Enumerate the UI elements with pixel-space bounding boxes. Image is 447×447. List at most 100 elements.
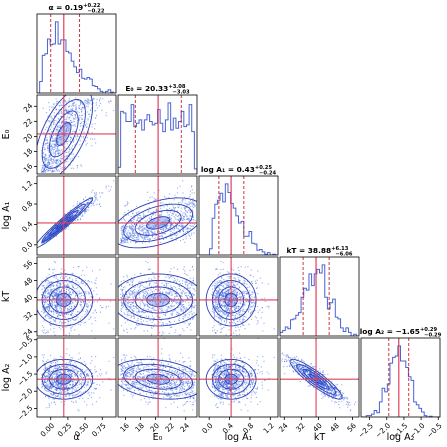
hist-title-kT: kT = 38.88+6.13 −6.06 <box>287 246 353 258</box>
y-tick-label: −1.5 <box>16 369 35 388</box>
hist-title-logA2: log A₂ = −1.65+0.29 −0.29 <box>360 327 442 339</box>
x-axis-label-alpha: α <box>73 432 79 443</box>
x-axis-label-logA2: log A₂ <box>387 432 415 443</box>
y-axis-label-logA2: log A₂ <box>1 363 12 391</box>
histogram-kT <box>280 264 359 336</box>
panel-frame <box>279 256 360 337</box>
panel-frame <box>198 337 279 418</box>
hist-panel-logA2 <box>360 337 441 418</box>
x-tick-label: 22 <box>163 421 176 434</box>
x-tick-label: 32 <box>294 421 307 434</box>
scatter-panel-E0-vs-logA1 <box>117 175 198 256</box>
density-contour <box>37 197 94 249</box>
y-tick-label: 56 <box>22 258 35 271</box>
hist-panel-E0 <box>117 94 198 175</box>
y-tick-label: 18 <box>22 146 35 159</box>
density-contour <box>48 110 79 158</box>
scatter-panel-alpha-vs-kT <box>36 256 117 337</box>
scatter-panel-E0-vs-kT <box>117 256 198 337</box>
density-contour <box>118 358 197 400</box>
panel-frame <box>36 13 117 94</box>
density-contour <box>41 99 86 169</box>
y-tick-label: 40 <box>22 292 35 305</box>
hist-panel-kT <box>279 256 360 337</box>
histogram-logA2 <box>361 345 440 417</box>
y-tick-label: 32 <box>22 310 35 323</box>
x-axis-label-kT: kT <box>314 432 326 443</box>
density-contour <box>302 368 330 390</box>
scatter-panel-alpha-vs-E0 <box>36 94 117 175</box>
scatter-panel-E0-vs-logA2 <box>117 337 198 418</box>
scatter-panel-alpha-vs-logA2 <box>36 337 117 418</box>
y-tick-label: 16 <box>22 161 35 174</box>
density-contour <box>37 95 94 174</box>
y-tick-label: −2.0 <box>16 386 35 405</box>
x-tick-label: 0.00 <box>38 421 56 439</box>
panel-frame <box>117 256 198 337</box>
hist-title-E0: E₀ = 20.33+3.08 −3.03 <box>125 84 190 96</box>
y-tick-label: 0.0 <box>20 240 35 255</box>
y-tick-label: 0.8 <box>20 199 35 214</box>
histogram-alpha <box>37 21 116 93</box>
panel-frame <box>360 337 441 418</box>
scatter-panel-alpha-vs-logA1 <box>36 175 117 256</box>
panel-frame <box>198 256 279 337</box>
x-tick-label: 0.25 <box>56 421 74 439</box>
x-tick-label: 24 <box>178 421 191 434</box>
density-contour <box>118 197 197 249</box>
x-tick-label: 0.75 <box>90 421 108 439</box>
y-axis-label-kT: kT <box>1 291 12 303</box>
y-axis-label-logA1: log A₁ <box>1 201 12 229</box>
panel-frame <box>36 256 117 337</box>
y-tick-label: −1.0 <box>16 352 35 371</box>
hist-title-alpha: α = 0.19+0.22 −0.22 <box>49 3 105 15</box>
scatter-panel-kT-vs-logA2 <box>279 337 360 418</box>
y-tick-label: 0.4 <box>20 219 35 234</box>
density-contour <box>41 203 86 243</box>
x-tick-label: 16 <box>118 421 131 434</box>
scatter-panel-logA1-vs-logA2 <box>198 337 279 418</box>
x-tick-label: 0.0 <box>200 421 215 436</box>
scatter-panel-logA1-vs-kT <box>198 256 279 337</box>
y-tick-label: 1.2 <box>20 179 34 193</box>
y-tick-label: 22 <box>22 116 35 129</box>
y-tick-label: 20 <box>22 131 35 144</box>
panel-frame <box>279 337 360 418</box>
y-tick-label: −2.5 <box>16 403 35 422</box>
x-tick-label: −0.5 <box>425 421 444 440</box>
density-contour <box>37 273 94 327</box>
x-tick-label: −2.5 <box>356 421 375 440</box>
density-contour <box>123 363 194 395</box>
panel-frame <box>117 337 198 418</box>
y-tick-label: 48 <box>22 275 35 288</box>
density-contour <box>48 209 79 236</box>
x-axis-label-E0: E₀ <box>153 432 163 443</box>
panel-frame <box>198 175 279 256</box>
x-tick-label: 1.2 <box>261 421 275 435</box>
density-contour <box>289 358 343 400</box>
density-contour <box>134 209 182 236</box>
y-axis-label-E0: E₀ <box>1 129 12 139</box>
y-tick-label: −0.5 <box>16 335 35 354</box>
density-contour <box>134 368 182 390</box>
panel-frame <box>36 337 117 418</box>
density-contour <box>296 363 337 395</box>
hist-panel-logA1 <box>198 175 279 256</box>
hist-title-logA1: log A₁ = 0.43+0.25 −0.24 <box>201 165 277 177</box>
x-tick-label: 48 <box>328 421 341 434</box>
x-axis-label-logA1: log A₁ <box>225 432 253 443</box>
panel-frame <box>36 94 117 175</box>
hist-panel-alpha <box>36 13 117 94</box>
density-contour <box>123 203 194 243</box>
histogram-E0 <box>118 102 197 174</box>
x-tick-label: 24 <box>277 421 290 434</box>
density-contour <box>118 273 197 327</box>
panel-frame <box>36 175 117 256</box>
y-tick-label: 24 <box>22 101 35 114</box>
x-tick-label: 56 <box>345 421 358 434</box>
panel-frame <box>117 94 198 175</box>
histogram-logA1 <box>199 183 278 255</box>
density-contour <box>37 358 94 400</box>
panel-frame <box>117 175 198 256</box>
